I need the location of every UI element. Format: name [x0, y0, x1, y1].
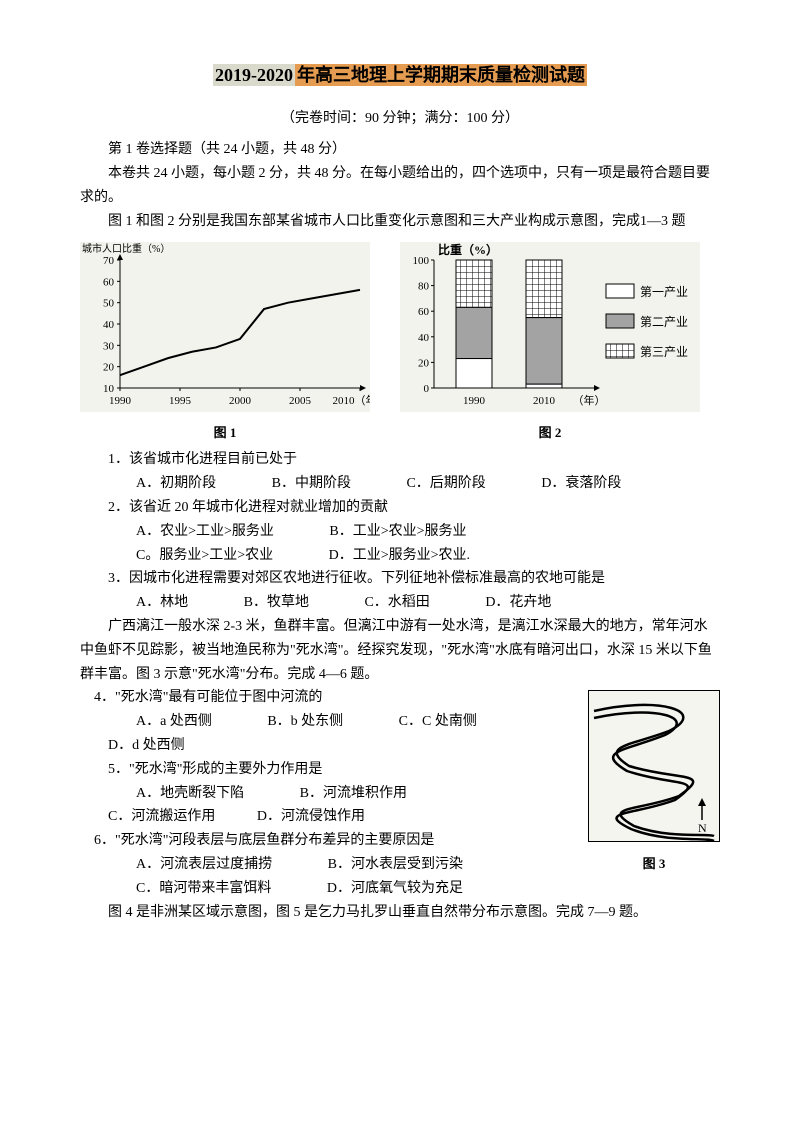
svg-text:80: 80: [418, 280, 430, 292]
svg-text:2010: 2010: [533, 395, 556, 407]
q6-opt-a: A．河流表层过度捕捞: [108, 853, 272, 877]
q3-opt-a: A．林地: [108, 591, 188, 615]
svg-text:N: N: [698, 821, 707, 835]
svg-text:30: 30: [103, 340, 115, 352]
svg-text:2000: 2000: [229, 395, 252, 407]
svg-text:20: 20: [103, 361, 115, 373]
q3-stem: 3．因城市化进程需要对郊区农地进行征收。下列征地补偿标准最高的农地可能是: [80, 567, 720, 591]
svg-text:60: 60: [103, 276, 115, 288]
svg-text:2005: 2005: [289, 395, 312, 407]
exam-info: （完卷时间：90 分钟；满分：100 分）: [80, 107, 720, 131]
q5-opt-d: D．河流侵蚀作用: [243, 805, 365, 829]
q3-options: A．林地 B．牧草地 C．水稻田 D．花卉地: [80, 591, 720, 615]
figure-1-chart: 城市人口比重（%） 10 20 30 40 50 60 70 1990 1995 2000 2005 2…: [80, 242, 370, 412]
figure-3-diagram: N: [588, 690, 720, 842]
svg-text:70: 70: [103, 255, 115, 267]
q6-opt-b: B．河水表层受到污染: [300, 853, 463, 877]
q6-opt-c: C．暗河带来丰富饵料: [108, 877, 271, 901]
q1-opt-b: B．中期阶段: [244, 472, 351, 496]
q6-opt-d: D．河底氧气较为充足: [299, 877, 463, 901]
figure-2-caption: 图 2: [400, 422, 700, 444]
section-heading: 第 1 卷选择题（共 24 小题，共 48 分）: [80, 138, 720, 162]
q5-opt-b: B．河流堆积作用: [272, 782, 407, 806]
passage-3: 图 4 是非洲某区域示意图，图 5 是乞力马扎罗山垂直自然带分布示意图。完成 7…: [80, 901, 720, 925]
q3-opt-d: D．花卉地: [457, 591, 551, 615]
q3-opt-b: B．牧草地: [216, 591, 309, 615]
figure-1: 城市人口比重（%） 10 20 30 40 50 60 70 1990 1995 2000 2005 2…: [80, 242, 370, 445]
figure-2-chart: 比重（%） 0 20 40 60 80 100 1990 2010 （年） 第一产业第二产业第三产业: [400, 242, 700, 412]
title-year: 2019-2020: [213, 64, 295, 86]
q2-opt-d: D．工业>服务业>农业.: [301, 544, 470, 568]
q4-opt-b: B．b 处东侧: [239, 710, 343, 734]
svg-text:（年）: （年）: [573, 393, 606, 407]
svg-text:1990: 1990: [109, 395, 132, 407]
q4-opt-c: C．C 处南侧: [371, 710, 477, 734]
q5-opt-a: A．地壳断裂下陷: [108, 782, 244, 806]
figure-2: 比重（%） 0 20 40 60 80 100 1990 2010 （年） 第一产业第二产业第三产业…: [400, 242, 700, 445]
svg-text:40: 40: [103, 319, 115, 331]
q2-options-1: A．农业>工业>服务业 B．工业>农业>服务业: [80, 520, 720, 544]
svg-text:0: 0: [424, 383, 430, 395]
q1-stem: 1．该省城市化进程目前已处于: [80, 448, 720, 472]
q5-opt-c: C．河流搬运作用: [94, 805, 215, 829]
q2-opt-c: C。服务业>工业>农业: [108, 544, 273, 568]
q1-opt-a: A．初期阶段: [108, 472, 216, 496]
passage-2: 广西漓江一般水深 2-3 米，鱼群丰富。但漓江中游有一处水湾，是漓江水深最大的地…: [80, 615, 720, 686]
svg-text:第三产业: 第三产业: [640, 345, 688, 359]
svg-text:20: 20: [418, 357, 430, 369]
title-text: 年高三地理上学期期末质量检测试题: [295, 64, 587, 86]
svg-text:第二产业: 第二产业: [640, 315, 688, 329]
figures-row: 城市人口比重（%） 10 20 30 40 50 60 70 1990 1995 2000 2005 2…: [80, 242, 720, 445]
intro-text-1: 本卷共 24 小题，每小题 2 分，共 48 分。在每小题给出的，四个选项中，只…: [80, 162, 720, 210]
q2-options-2: C。服务业>工业>农业 D．工业>服务业>农业.: [80, 544, 720, 568]
q2-opt-b: B．工业>农业>服务业: [301, 520, 466, 544]
q4-opt-d: D．d 处西侧: [80, 734, 185, 758]
svg-text:60: 60: [418, 306, 430, 318]
page-title: 2019-2020年高三地理上学期期末质量检测试题: [80, 60, 720, 91]
svg-text:50: 50: [103, 297, 115, 309]
svg-text:第一产业: 第一产业: [640, 285, 688, 299]
svg-text:比重（%）: 比重（%）: [438, 242, 498, 257]
figure-3-caption: 图 3: [588, 853, 720, 875]
q2-opt-a: A．农业>工业>服务业: [108, 520, 274, 544]
q1-opt-d: D．衰落阶段: [513, 472, 621, 496]
q3-opt-c: C．水稻田: [336, 591, 429, 615]
intro-text-2: 图 1 和图 2 分别是我国东部某省城市人口比重变化示意图和三大产业构成示意图，…: [80, 210, 720, 234]
svg-text:2010（年）: 2010（年）: [333, 393, 371, 407]
svg-text:城市人口比重（%）: 城市人口比重（%）: [82, 242, 170, 255]
figure-3: N 图 3: [588, 690, 720, 875]
svg-text:1995: 1995: [169, 395, 192, 407]
q4-opt-a: A．a 处西侧: [108, 710, 212, 734]
svg-text:10: 10: [103, 383, 115, 395]
q1-opt-c: C．后期阶段: [378, 472, 485, 496]
q1-options: A．初期阶段 B．中期阶段 C．后期阶段 D．衰落阶段: [80, 472, 720, 496]
q2-stem: 2．该省近 20 年城市化进程对就业增加的贡献: [80, 496, 720, 520]
svg-text:100: 100: [413, 255, 430, 267]
svg-text:40: 40: [418, 331, 430, 343]
svg-text:1990: 1990: [463, 395, 486, 407]
q6-options-2: C．暗河带来丰富饵料 D．河底氧气较为充足: [80, 877, 720, 901]
figure-1-caption: 图 1: [80, 422, 370, 444]
